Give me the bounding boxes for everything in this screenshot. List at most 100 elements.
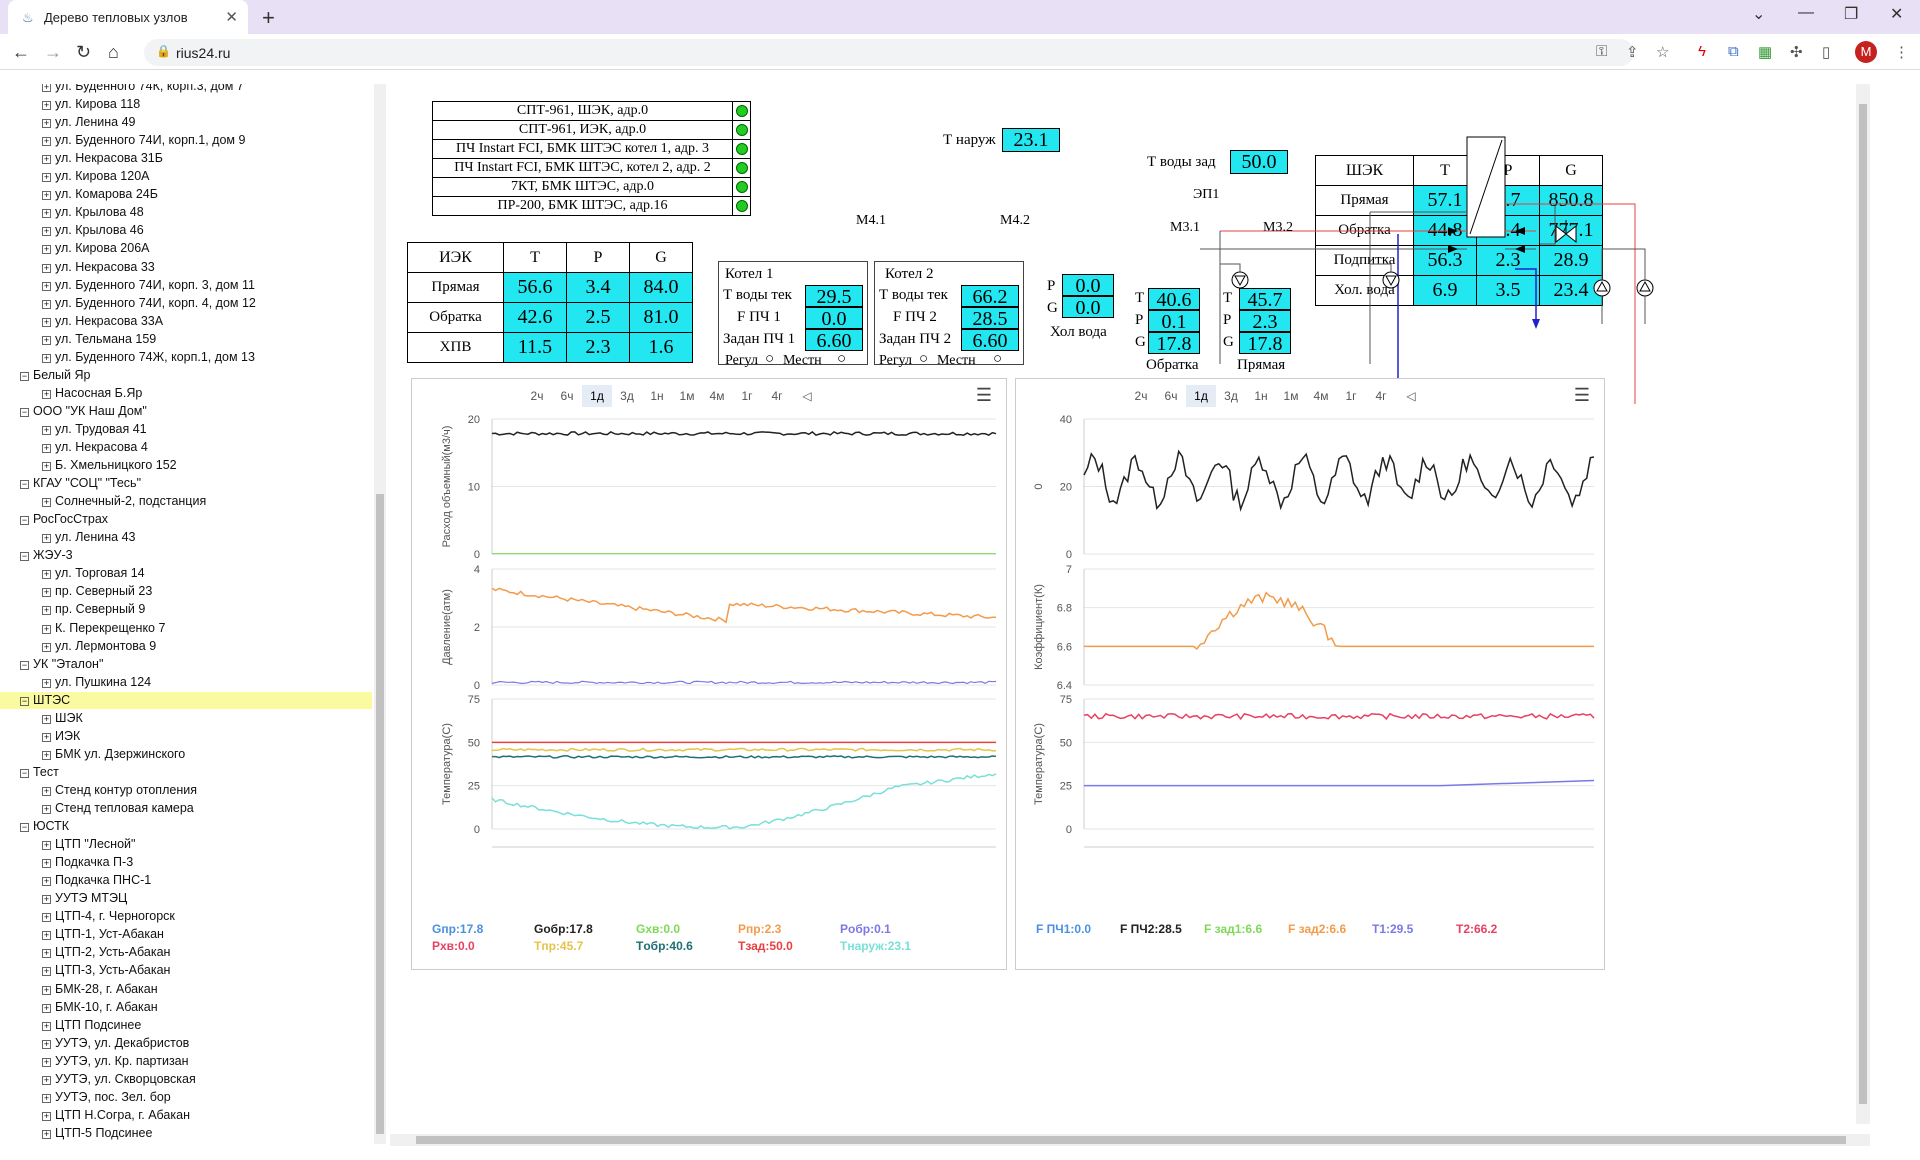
tree-item[interactable]: + ул. Некрасова 33: [0, 259, 155, 276]
flash-extension-icon[interactable]: ϟ: [1698, 43, 1706, 60]
close-tab-icon[interactable]: ✕: [225, 9, 238, 26]
tree-item[interactable]: + Подкачка ПНС-1: [0, 872, 151, 889]
expand-icon[interactable]: +: [42, 1092, 51, 1103]
collapse-icon[interactable]: −: [20, 822, 29, 833]
expand-icon[interactable]: +: [42, 749, 51, 760]
expand-icon[interactable]: +: [42, 623, 51, 634]
tree-item[interactable]: + пр. Северный 9: [0, 601, 145, 618]
star-icon[interactable]: ☆: [1656, 44, 1670, 61]
legend-item[interactable]: Tнаруж:23.1: [840, 939, 912, 953]
close-window-button[interactable]: ✕: [1890, 6, 1904, 23]
range-button[interactable]: 1г: [1345, 389, 1357, 403]
sidebar-icon[interactable]: ▯: [1822, 44, 1831, 61]
device-row[interactable]: СПТ-961, ИЭК, адр.0: [432, 120, 751, 140]
legend-item[interactable]: Pпр:2.3: [738, 922, 782, 936]
tree-item[interactable]: + ул. Буденного 74И, корп. 4, дом 12: [0, 295, 256, 312]
tree-item[interactable]: + ул. Крылова 46: [0, 222, 144, 239]
range-button[interactable]: 1м: [679, 389, 695, 403]
tree-item[interactable]: + ул. Крылова 48: [0, 204, 144, 221]
expand-icon[interactable]: +: [42, 280, 51, 291]
expand-icon[interactable]: +: [42, 1056, 51, 1067]
legend-item[interactable]: T2:66.2: [1456, 922, 1498, 936]
expand-icon[interactable]: +: [42, 316, 51, 327]
horizontal-scrollbar[interactable]: [390, 1134, 1870, 1146]
collapse-icon[interactable]: −: [20, 479, 29, 490]
range-button[interactable]: 1м: [1283, 389, 1299, 403]
expand-icon[interactable]: +: [42, 569, 51, 580]
tree-item[interactable]: + ул. Буденного 74И, корп.1, дом 9: [0, 132, 245, 149]
browser-tab[interactable]: ♨ Дерево тепловых узлов ✕: [8, 0, 248, 34]
tree-item[interactable]: − ЮСТК: [0, 818, 69, 835]
tree-item[interactable]: + ул. Пушкина 124: [0, 674, 151, 691]
tree-item[interactable]: + БМК ул. Дзержинского: [0, 746, 185, 763]
tree-item[interactable]: − КГАУ "СОЦ" "Тесь": [0, 475, 141, 492]
tree-item[interactable]: + БМК-28, г. Абакан: [0, 981, 158, 998]
expand-icon[interactable]: +: [42, 731, 51, 742]
legend-item[interactable]: F зад2:6.6: [1288, 922, 1347, 936]
tree-item[interactable]: + ул. Буденного 74И, корп. 3, дом 11: [0, 277, 255, 294]
chart-menu-icon[interactable]: ☰: [1573, 385, 1590, 405]
boiler-1-reg-radio[interactable]: ○: [765, 351, 775, 367]
range-button[interactable]: ◁: [802, 389, 812, 403]
collapse-icon[interactable]: −: [20, 551, 29, 562]
expand-icon[interactable]: +: [42, 172, 51, 183]
expand-icon[interactable]: +: [42, 352, 51, 363]
expand-icon[interactable]: +: [42, 713, 51, 724]
expand-icon[interactable]: +: [42, 262, 51, 273]
legend-item[interactable]: F ПЧ1:0.0: [1036, 922, 1092, 936]
legend-item[interactable]: Gпр:17.8: [432, 922, 484, 936]
legend-item[interactable]: T1:29.5: [1372, 922, 1414, 936]
new-tab-button[interactable]: +: [262, 5, 275, 30]
device-row[interactable]: ПЧ Instart FCI, БМК ШТЭС котел 1, адр. 3: [432, 139, 751, 159]
range-button[interactable]: 1н: [1254, 389, 1268, 403]
range-button[interactable]: 1н: [650, 389, 664, 403]
tree-item[interactable]: + ул. Кирова 120А: [0, 168, 150, 185]
tree-item[interactable]: + БМК-10, г. Абакан: [0, 999, 158, 1016]
collapse-icon[interactable]: −: [20, 370, 29, 381]
range-button[interactable]: 3д: [620, 389, 634, 403]
tree-item[interactable]: + Насосная Б.Яр: [0, 385, 142, 402]
device-row[interactable]: ПР-200, БМК ШТЭС, адр.16: [432, 196, 751, 216]
extensions-icon[interactable]: ✣: [1790, 44, 1803, 61]
tree-item[interactable]: + ЦТП-2, Усть-Абакан: [0, 944, 170, 961]
expand-icon[interactable]: +: [42, 226, 51, 237]
tree-item[interactable]: + пр. Северный 23: [0, 583, 152, 600]
range-button[interactable]: 1г: [741, 389, 753, 403]
device-row[interactable]: 7КТ, БМК ШТЭС, адр.0: [432, 177, 751, 197]
expand-icon[interactable]: +: [42, 443, 51, 453]
expand-icon[interactable]: +: [42, 84, 51, 92]
tree-item[interactable]: − ООО "УК Наш Дом": [0, 403, 147, 420]
tree-item[interactable]: + ЦТП-5 Подсинее: [0, 1125, 152, 1142]
tree-item[interactable]: + УУТЭ, ул. Скворцовская: [0, 1071, 196, 1088]
expand-icon[interactable]: +: [42, 1074, 51, 1085]
range-button[interactable]: 1д: [582, 385, 612, 407]
boiler-2-local-radio[interactable]: ○: [993, 351, 1003, 367]
tree-item[interactable]: − Белый Яр: [0, 367, 90, 384]
restore-button[interactable]: ❐: [1844, 6, 1859, 23]
tree-item[interactable]: + Б. Хмельницкого 152: [0, 457, 177, 474]
tree-item[interactable]: + УУТЭ МТЭЦ: [0, 890, 127, 907]
legend-item[interactable]: Gобр:17.8: [534, 922, 593, 936]
device-row[interactable]: СПТ-961, ШЭК, адр.0: [432, 101, 751, 121]
tree-item[interactable]: + ул. Некрасова 4: [0, 439, 148, 456]
tree-item[interactable]: − УК "Эталон": [0, 656, 103, 673]
expand-icon[interactable]: +: [42, 1002, 51, 1013]
tree-item[interactable]: + ЦТП Подсинее: [0, 1017, 141, 1034]
tree-item[interactable]: + ул. Лермонтова 9: [0, 638, 156, 655]
collapse-icon[interactable]: −: [20, 406, 29, 417]
range-button[interactable]: 4г: [771, 389, 783, 403]
range-button[interactable]: 2ч: [1134, 389, 1148, 403]
tree-item[interactable]: + ул. Комарова 24Б: [0, 186, 158, 203]
legend-item[interactable]: Tзад:50.0: [738, 939, 793, 953]
collapse-icon[interactable]: −: [20, 515, 29, 526]
expand-icon[interactable]: +: [42, 641, 51, 652]
boiler-2-reg-radio[interactable]: ○: [919, 351, 929, 367]
expand-icon[interactable]: +: [42, 190, 51, 201]
tree-item[interactable]: + ул. Кирова 118: [0, 96, 140, 113]
expand-icon[interactable]: +: [42, 388, 51, 399]
expand-icon[interactable]: +: [42, 334, 51, 345]
device-row[interactable]: ПЧ Instart FCI, БМК ШТЭС, котел 2, адр. …: [432, 158, 751, 178]
tree-item[interactable]: + УУТЭ, ул. Декабристов: [0, 1035, 189, 1052]
translate-extension-icon[interactable]: ⧉: [1728, 43, 1739, 60]
tree-item[interactable]: − РосГосСтрах: [0, 511, 108, 528]
